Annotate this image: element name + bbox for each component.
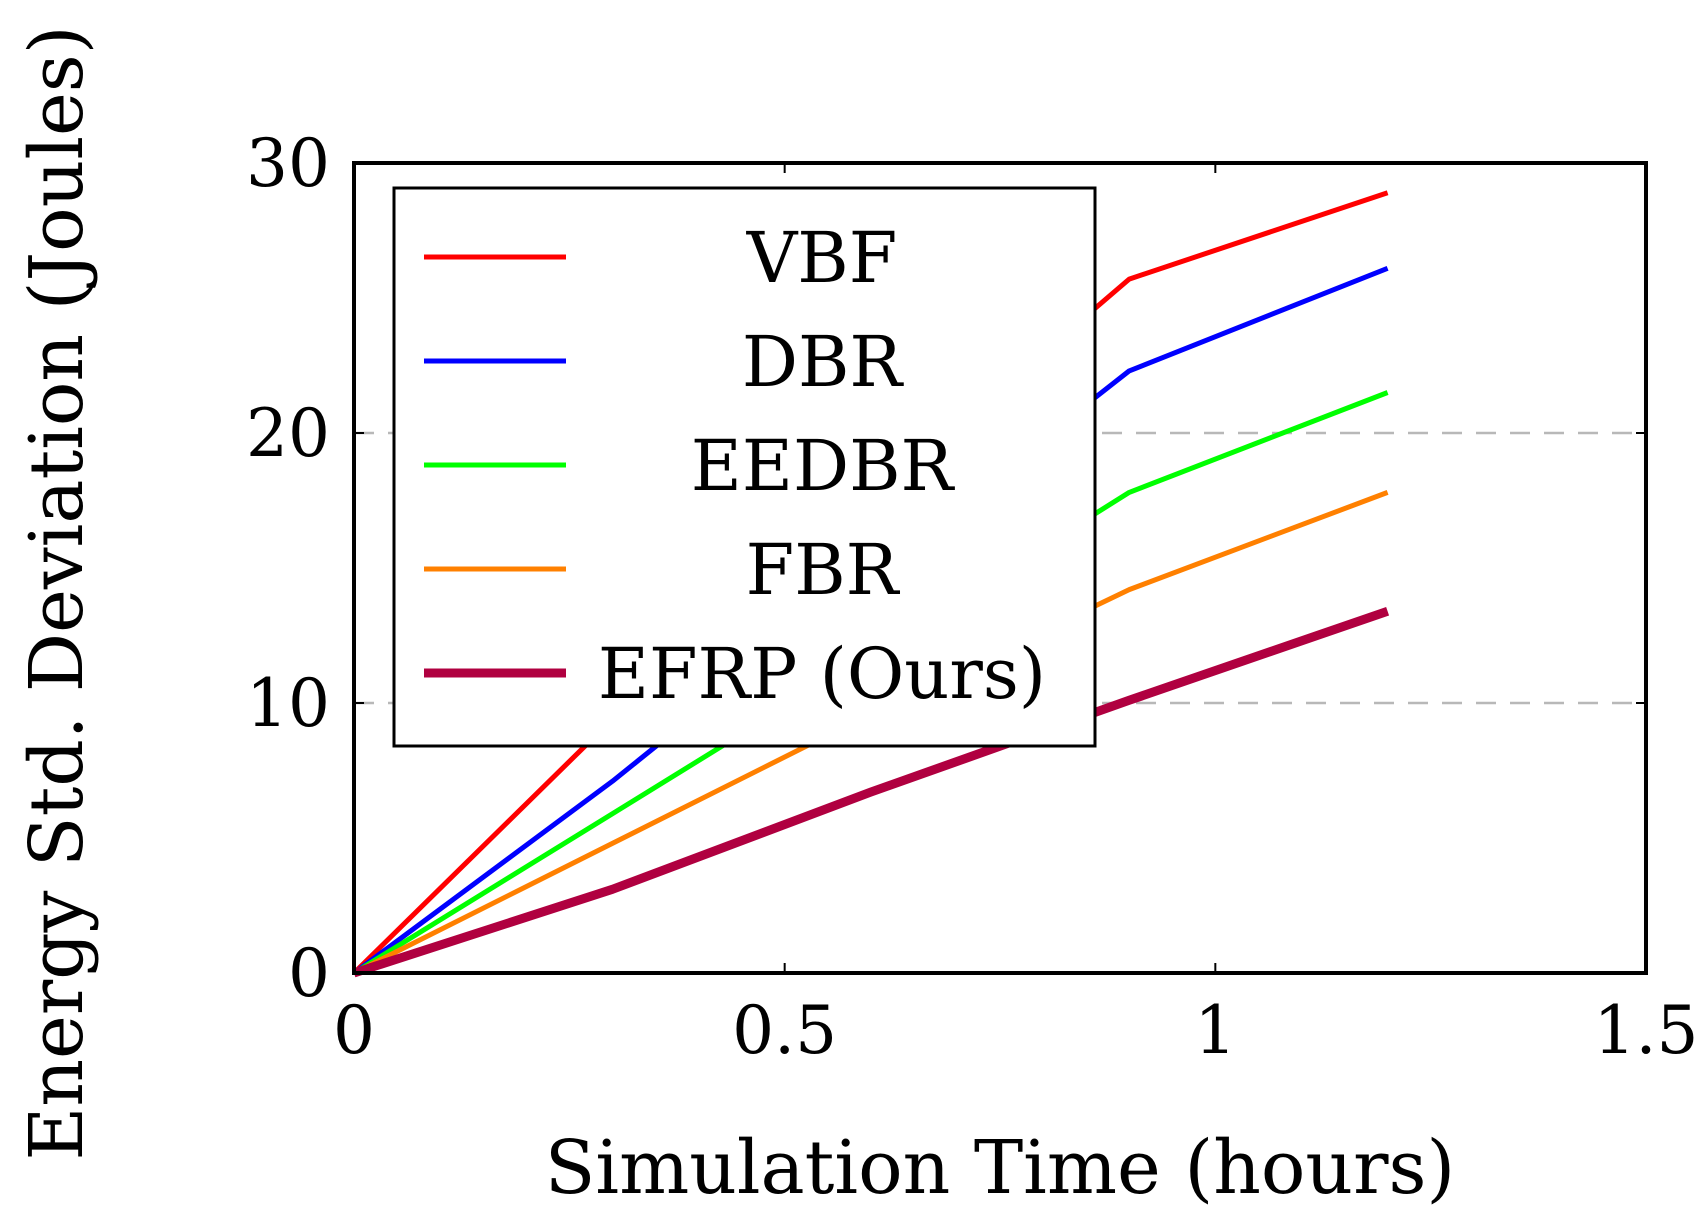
legend: VBF DBR EEDBR FBR EFRP (Ours)	[392, 186, 1097, 748]
x-tick-label-0: 0	[333, 992, 375, 1069]
legend-label-vbf: VBF	[746, 217, 898, 299]
x-tick-label-2: 1	[1194, 992, 1236, 1069]
x-tick-label-3: 1.5	[1594, 992, 1699, 1069]
legend-label-eedbr: EEDBR	[691, 425, 956, 507]
y-axis-label: Energy Std. Deviation (Joules)	[14, 25, 100, 1160]
series-line-efrp-ours	[352, 606, 1390, 978]
y-tick-label-2: 20	[246, 395, 330, 472]
y-tick-label-3: 30	[246, 125, 330, 202]
series-lines	[352, 190, 1390, 978]
y-tick-label-1: 10	[246, 665, 330, 742]
x-axis-label: Simulation Time (hours)	[545, 1125, 1456, 1211]
legend-label-efrp-ours: EFRP (Ours)	[598, 633, 1046, 715]
legend-label-fbr: FBR	[746, 529, 901, 611]
plot-frame	[352, 161, 1648, 975]
y-tick-label-0: 0	[288, 935, 330, 1012]
axis-ticks: 0 0.5 1 1.5 0 10 20 30	[246, 125, 1698, 1069]
legend-entries: VBF DBR EEDBR FBR EFRP (Ours)	[424, 217, 1046, 715]
legend-label-dbr: DBR	[742, 321, 905, 403]
x-tick-label-1: 0.5	[732, 992, 837, 1069]
